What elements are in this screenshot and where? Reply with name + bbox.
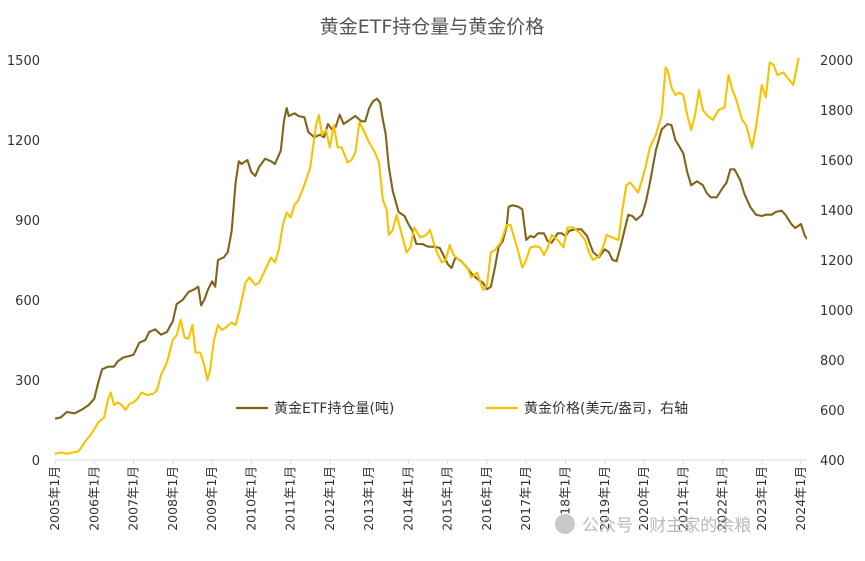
x-tick-label: 2019年1月: [597, 466, 612, 531]
x-tick-label: 2020年1月: [636, 466, 651, 531]
right-y-tick-label: 1400: [820, 204, 853, 219]
x-tick-label: 2006年1月: [86, 466, 101, 531]
left-y-tick-label: 0: [32, 454, 40, 469]
x-tick-label: 2007年1月: [126, 466, 141, 531]
x-tick-label: 2008年1月: [165, 466, 180, 531]
x-tick-label: 2014年1月: [400, 466, 415, 531]
gold-price-line: [55, 58, 800, 455]
x-tick-label: 2017年1月: [518, 466, 533, 531]
watermark-text: 公众号 · 财主家的余粮: [582, 516, 751, 536]
right-y-tick-label: 600: [820, 404, 845, 419]
watermark-icon: [555, 514, 575, 534]
x-tick-label: 2015年1月: [440, 466, 455, 531]
x-tick-label: 2009年1月: [204, 466, 219, 531]
chart-title: 黄金ETF持仓量与黄金价格: [320, 16, 545, 38]
left-y-axis: 0 300 600 900 1200 1500: [7, 54, 40, 469]
right-y-tick-label: 1600: [820, 154, 853, 169]
x-tick-label: 2013年1月: [361, 466, 376, 531]
x-axis: 2005年1月 2006年1月 2007年1月 2008年1月 2009年1月 2010年…: [47, 460, 808, 531]
left-y-tick-label: 1200: [7, 134, 40, 149]
right-y-tick-label: 1800: [820, 104, 853, 119]
etf-holdings-line: [55, 97, 807, 420]
right-y-tick-label: 2000: [820, 54, 853, 69]
legend-label-etf: 黄金ETF持仓量(吨): [274, 400, 394, 417]
watermark: 公众号 · 财主家的余粮: [555, 514, 751, 536]
right-y-tick-label: 1200: [820, 254, 853, 269]
x-tick-label: 2018年1月: [557, 466, 572, 531]
x-tick-label: 2011年1月: [283, 466, 298, 531]
right-y-tick-label: 1000: [820, 304, 853, 319]
x-tick-label: 2024年1月: [793, 466, 808, 531]
right-y-tick-label: 800: [820, 354, 845, 369]
left-y-tick-label: 600: [15, 294, 40, 309]
series-lines: [55, 58, 807, 455]
legend: 黄金ETF持仓量(吨) 黄金价格(美元/盎司，右轴: [236, 400, 688, 417]
left-y-tick-label: 300: [15, 374, 40, 389]
left-y-tick-label: 900: [15, 214, 40, 229]
x-tick-label: 2016年1月: [479, 466, 494, 531]
right-y-tick-label: 400: [820, 454, 845, 469]
x-tick-label: 2010年1月: [243, 466, 258, 531]
left-y-tick-label: 1500: [7, 54, 40, 69]
x-tick-label: 2021年1月: [675, 466, 690, 531]
x-tick-label: 2012年1月: [322, 466, 337, 531]
x-tick-label: 2005年1月: [47, 466, 62, 531]
x-tick-label: 2022年1月: [715, 466, 730, 531]
x-tick-label: 2023年1月: [754, 466, 769, 531]
right-y-axis: 400 600 800 1000 1200 1400 1600 1800 2000: [820, 54, 853, 469]
legend-label-gold: 黄金价格(美元/盎司，右轴: [524, 400, 688, 417]
